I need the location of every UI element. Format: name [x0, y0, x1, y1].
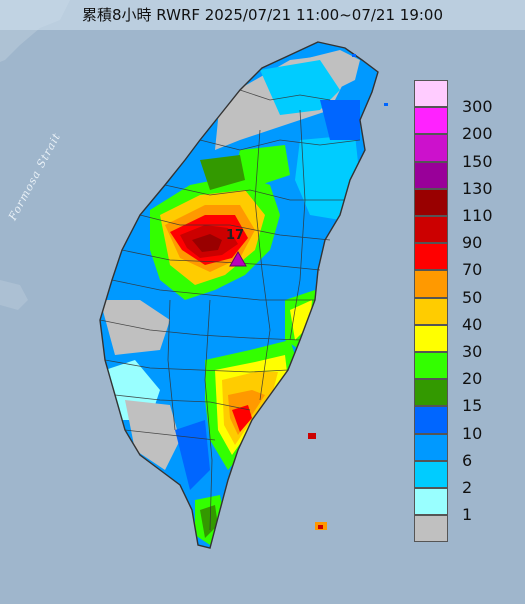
- peak-value: 17: [226, 228, 245, 243]
- legend-label: 40: [462, 314, 483, 334]
- legend-swatch: [414, 134, 448, 162]
- legend-label: 20: [462, 369, 483, 389]
- legend-swatch: [414, 488, 448, 516]
- rainfall-legend: 300 200 150 130 110 90 70 50 40 30 20 15 10 6 2 1: [412, 80, 498, 570]
- legend-swatch: [414, 460, 448, 488]
- legend-swatch: [414, 188, 448, 216]
- legend-label: 130: [462, 178, 493, 198]
- legend-label: 30: [462, 342, 483, 361]
- legend-swatch: [414, 107, 448, 135]
- legend-swatch: [414, 352, 448, 380]
- legend-label: 300: [462, 97, 493, 117]
- legend-label: 1: [462, 505, 473, 525]
- legend-swatch: [414, 80, 448, 108]
- offshore-islet: [352, 54, 356, 57]
- legend-label: 150: [462, 151, 493, 171]
- legend-swatch: [414, 297, 448, 325]
- peak-marker: [229, 250, 247, 267]
- legend-swatch: [414, 433, 448, 461]
- map-title: 累積8小時 RWRF 2025/07/21 11:00~07/21 19:00: [0, 0, 525, 30]
- islet-area: [0, 280, 28, 310]
- legend-swatch: [414, 515, 448, 543]
- legend-label: 6: [462, 450, 473, 470]
- legend-swatch: [414, 379, 448, 407]
- county-boundaries: [99, 89, 361, 531]
- legend-label: 110: [462, 206, 493, 225]
- legend-label: 70: [462, 260, 483, 280]
- legend-label: 200: [462, 124, 493, 144]
- legend-swatch: [414, 324, 448, 352]
- legend-swatch: [414, 243, 448, 271]
- legend-label: 90: [462, 233, 483, 253]
- legend-label: 10: [462, 423, 483, 443]
- orchid-island-core: [318, 525, 323, 529]
- offshore-islet: [384, 103, 388, 106]
- legend-label: 50: [462, 287, 483, 307]
- legend-label: 2: [462, 478, 473, 497]
- legend-swatch: [414, 161, 448, 189]
- legend-swatch: [414, 406, 448, 434]
- legend-label: 15: [462, 396, 483, 416]
- legend-swatch: [414, 270, 448, 298]
- legend-swatch: [414, 216, 448, 244]
- green-island: [308, 433, 316, 439]
